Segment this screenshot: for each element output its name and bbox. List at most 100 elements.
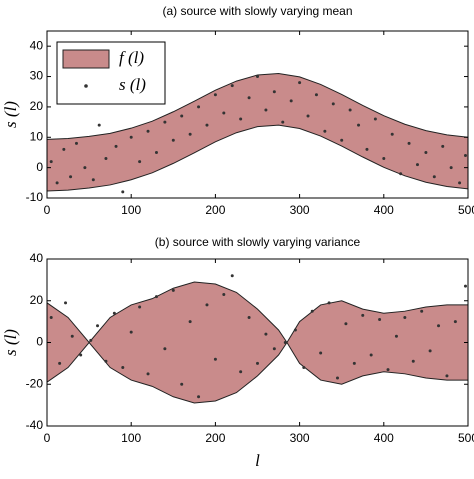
point [306,114,310,118]
point [213,93,217,97]
point [188,132,192,136]
plot [47,73,468,194]
point [69,175,73,179]
point [188,320,192,324]
y-axis-label: s (l) [1,329,20,356]
point [458,181,462,185]
point [314,93,318,97]
point [146,372,150,376]
point [264,332,268,336]
point [463,153,467,157]
x-tick-label: 400 [374,431,394,445]
point [441,144,445,148]
point [74,141,78,145]
point [239,370,243,374]
x-tick-label: 300 [290,203,310,217]
chart-title: (a) source with slowly varying mean [162,4,352,18]
point [344,322,348,326]
point [213,357,217,361]
point [463,284,467,288]
point [415,163,419,167]
point [230,84,234,88]
point [348,108,352,112]
y-tick-label: 40 [30,38,44,52]
point [49,160,53,164]
point [264,108,268,112]
point [298,81,302,85]
point [62,147,66,151]
point [197,105,201,109]
point [256,361,259,365]
point [335,376,339,380]
y-tick-label: 30 [30,69,44,83]
point [453,320,457,324]
x-tick-label: 200 [205,431,225,445]
x-tick-label: 100 [121,431,141,445]
point [205,303,209,307]
y-axis-label: s (l) [1,101,20,128]
point [340,138,344,142]
legend-label: f (l) [119,48,144,67]
band [47,73,468,192]
point [394,334,398,338]
point [114,144,118,148]
point [154,150,158,154]
point [357,123,361,127]
point [403,315,407,319]
point [378,318,382,322]
point [399,172,403,176]
point [138,305,142,309]
y-tick-label: -40 [26,418,44,432]
point [205,123,209,127]
point [281,120,285,124]
point [180,382,184,386]
point [163,347,167,351]
point [121,190,125,194]
point [319,351,323,355]
point [382,157,386,161]
point [129,135,133,139]
point [289,99,293,103]
point [331,102,335,106]
point [272,347,276,351]
x-tick-label: 500 [458,203,474,217]
point [154,295,158,299]
y-tick-label: 0 [36,335,43,349]
x-tick-label: 100 [121,203,141,217]
point [222,292,226,296]
y-tick-label: 10 [30,129,44,143]
point [256,75,259,79]
point [70,334,74,338]
x-axis-label: l [255,451,260,470]
point [146,129,150,133]
legend-marker [84,84,88,88]
point [104,359,108,363]
point [293,328,297,332]
chart-title: (b) source with slowly varying variance [155,235,361,249]
point [247,96,251,100]
y-tick-label: 0 [36,160,43,174]
point [83,166,87,170]
point [89,338,93,342]
point [424,150,428,154]
point [302,366,306,370]
y-tick-label: 40 [30,251,44,265]
point [171,288,175,292]
band [47,281,468,404]
point [247,315,251,319]
point [230,274,234,278]
point [420,309,424,313]
point [79,353,83,357]
point [64,301,68,305]
point [197,395,201,399]
point [449,166,453,170]
point [55,181,59,185]
axes-box [46,30,469,199]
point [361,313,365,317]
point [112,311,116,315]
legend-patch [62,49,110,69]
y-tick-label: -10 [26,190,44,204]
point [365,147,369,151]
point [171,138,175,142]
point [222,111,226,115]
